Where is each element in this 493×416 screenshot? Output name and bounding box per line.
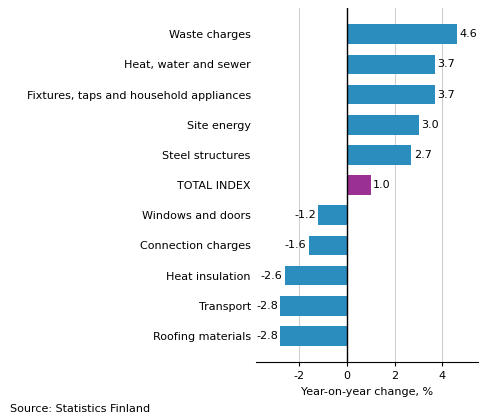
Text: -2.6: -2.6 — [261, 271, 282, 281]
Text: 3.7: 3.7 — [438, 59, 456, 69]
Text: -1.2: -1.2 — [294, 210, 316, 220]
Bar — [347, 115, 419, 134]
Text: -2.8: -2.8 — [256, 301, 278, 311]
Bar — [309, 236, 347, 255]
Text: -2.8: -2.8 — [256, 331, 278, 341]
Bar — [285, 266, 347, 285]
Text: 2.7: 2.7 — [414, 150, 432, 160]
Bar — [347, 54, 435, 74]
Bar — [318, 206, 347, 225]
Text: 4.6: 4.6 — [459, 29, 477, 39]
Bar — [280, 296, 347, 316]
Text: 1.0: 1.0 — [373, 180, 391, 190]
Text: Source: Statistics Finland: Source: Statistics Finland — [10, 404, 150, 414]
Text: 3.0: 3.0 — [421, 120, 439, 130]
Bar — [280, 326, 347, 346]
Text: 3.7: 3.7 — [438, 89, 456, 99]
Bar — [347, 85, 435, 104]
Bar — [347, 25, 457, 44]
Bar — [347, 175, 371, 195]
Text: -1.6: -1.6 — [285, 240, 307, 250]
Bar — [347, 145, 412, 165]
X-axis label: Year-on-year change, %: Year-on-year change, % — [301, 386, 433, 396]
